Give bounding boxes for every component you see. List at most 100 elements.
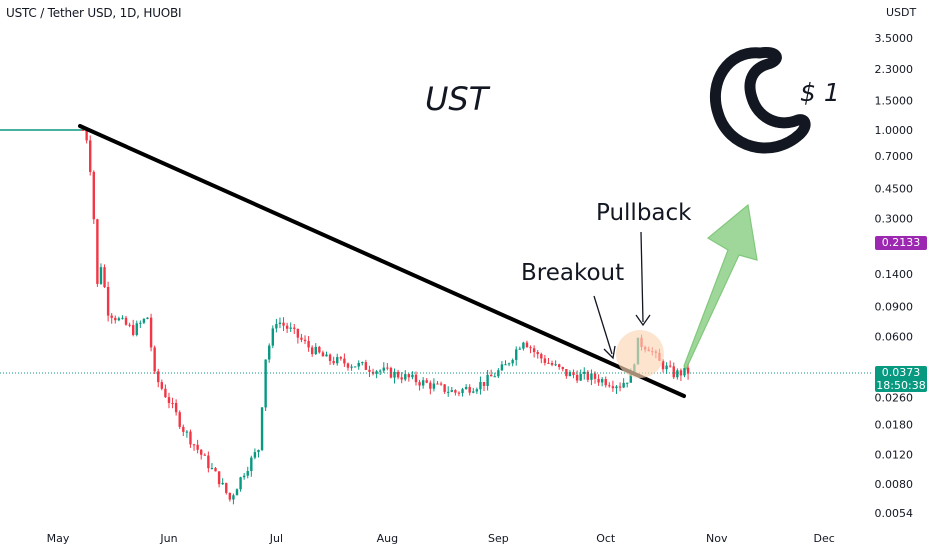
candle-body-166 (676, 370, 679, 378)
target-arrow-icon (683, 203, 758, 371)
candle-body-163 (665, 365, 668, 370)
candle-body-46 (246, 471, 249, 476)
candle-body-140 (583, 371, 586, 374)
candle-body-99 (436, 383, 439, 385)
candle-body-146 (604, 379, 607, 386)
y-tick-label-13: 0.0120 (875, 448, 914, 461)
y-tick-label-1: 2.3000 (875, 63, 914, 76)
candle-body-82 (375, 371, 378, 374)
candle-body-74 (346, 363, 350, 368)
x-tick-label-sep: Sep (488, 532, 509, 545)
candle-body-144 (597, 378, 600, 383)
candle-body-12 (124, 317, 128, 325)
candle-body-59 (293, 327, 296, 329)
candle-body-38 (217, 471, 221, 485)
candle-body-9 (114, 317, 117, 321)
candle-body-4 (96, 219, 99, 284)
candle-body-29 (185, 431, 189, 433)
candle-body-148 (611, 386, 615, 389)
candle-body-96 (425, 380, 428, 383)
candle-body-18 (146, 317, 149, 319)
candle-body-67 (321, 352, 325, 357)
candle-body-105 (457, 392, 461, 394)
candle-body-147 (608, 385, 611, 387)
candle-body-60 (296, 328, 300, 338)
candle-body-121 (515, 349, 518, 360)
candle-body-113 (486, 374, 489, 386)
candle-body-81 (371, 371, 375, 374)
y-axis: 3.5000 2.3000 1.5000 1.0000 0.7000 0.4500 0.30… (875, 32, 914, 520)
candle-body-71 (336, 357, 339, 364)
last-price-value: 0.0373 (881, 366, 921, 379)
candle-body-114 (489, 374, 493, 377)
candle-body-54 (275, 324, 278, 329)
candle-body-47 (250, 457, 253, 472)
chart-title-annotation: UST (425, 80, 489, 118)
candle-body-83 (379, 370, 382, 372)
candle-body-167 (679, 370, 683, 376)
candle-body-85 (386, 367, 389, 369)
y-tick-label-2: 1.5000 (875, 94, 914, 107)
candle-body-63 (307, 341, 310, 348)
candle-body-126 (532, 348, 536, 353)
candle-body-30 (189, 431, 192, 445)
candle-body-24 (167, 397, 171, 403)
candle-body-14 (131, 325, 135, 335)
candle-body-78 (361, 362, 364, 364)
candle-body-52 (268, 345, 271, 360)
candle-body-44 (239, 477, 242, 490)
candle-body-0 (81, 130, 85, 131)
candle-body-17 (142, 318, 146, 323)
candle-body-149 (615, 386, 618, 389)
candle-body-123 (522, 342, 525, 349)
candle-body-142 (590, 373, 593, 380)
candles-layer (0, 126, 690, 505)
x-tick-label-jul: Jul (269, 532, 283, 545)
candle-body-128 (540, 354, 543, 359)
candle-body-61 (300, 337, 303, 340)
y-tick-label-6: 0.3000 (875, 212, 914, 225)
candle-body-76 (353, 366, 357, 368)
trendline[interactable] (78, 124, 686, 398)
candle-body-80 (368, 369, 371, 372)
candle-body-16 (139, 322, 142, 324)
candle-body-72 (339, 357, 343, 359)
candle-body-2 (89, 140, 92, 172)
target-price-annotation: $ 1 (800, 78, 840, 107)
y-tick-label-7: 0.1400 (875, 268, 914, 281)
candle-body-95 (421, 380, 425, 386)
x-tick-label-may: May (47, 532, 70, 545)
candle-body-151 (622, 382, 625, 388)
y-tick-label-8: 0.0900 (875, 301, 914, 314)
candle-body-68 (325, 354, 328, 357)
candle-body-34 (203, 454, 206, 456)
symbol-label: USTC / Tether USD, 1D, HUOBI (6, 6, 182, 20)
pullback-highlight-circle (616, 330, 664, 378)
candle-body-40 (225, 482, 228, 493)
candle-body-112 (482, 381, 486, 386)
candle-body-20 (153, 347, 156, 372)
candle-body-127 (536, 352, 539, 355)
candle-body-152 (626, 382, 629, 384)
candle-body-98 (432, 383, 436, 389)
candle-body-35 (207, 455, 210, 469)
candle-body-89 (400, 377, 403, 380)
candle-body-58 (289, 327, 292, 329)
candle-body-11 (121, 317, 124, 319)
candle-body-103 (450, 390, 453, 392)
candle-body-53 (271, 328, 274, 346)
breakout-annotation: Breakout (521, 260, 625, 286)
candle-body-90 (404, 374, 407, 380)
candle-body-49 (257, 450, 260, 453)
candle-body-37 (214, 467, 217, 472)
candle-body-120 (511, 359, 514, 364)
candle-body-139 (579, 373, 582, 381)
candle-body-143 (593, 373, 597, 379)
candle-body-10 (117, 318, 121, 321)
candle-body-102 (447, 391, 450, 393)
countdown-timer: 18:50:38 (876, 379, 926, 392)
y-tick-label-14: 0.0080 (875, 478, 914, 491)
candle-body-66 (318, 346, 321, 353)
candle-body-19 (149, 317, 153, 348)
